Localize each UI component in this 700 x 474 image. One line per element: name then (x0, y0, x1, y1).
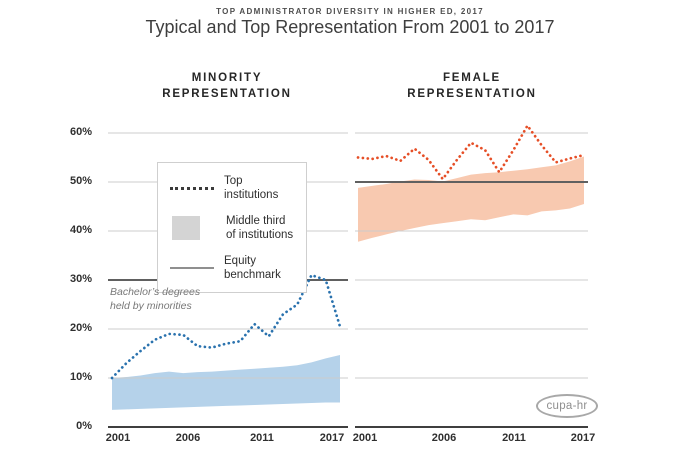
band-swatch-icon (172, 216, 200, 241)
x-axis-tick: 2011 (502, 432, 526, 444)
legend-label: Top institutions (224, 175, 279, 202)
y-axis-tick: 20% (69, 322, 92, 334)
chart-legend: Top institutions Middle third of institu… (157, 162, 307, 294)
kicker: TOP ADMINISTRATOR DIVERSITY IN HIGHER ED… (216, 7, 484, 16)
legend-label: Equity benchmark (224, 254, 281, 281)
y-axis-tick: 10% (69, 371, 92, 383)
panel-title-female: FEMALE REPRESENTATION (407, 72, 537, 101)
y-axis-tick: 40% (69, 224, 92, 236)
cupa-hr-logo: cupa-hr (536, 394, 598, 418)
x-axis-tick: 2001 (105, 432, 131, 444)
panel-title-minority: MINORITY REPRESENTATION (162, 72, 292, 101)
benchmark-annotation: Bachelor’s degrees held by minorities (110, 286, 201, 312)
x-axis-tick: 2006 (431, 432, 457, 444)
logo-text: cupa-hr (546, 400, 588, 412)
x-axis-tick: 2017 (570, 432, 596, 444)
page-title: Typical and Top Representation From 2001… (145, 17, 555, 37)
legend-item-middle-third: Middle third of institutions (170, 214, 294, 243)
legend-label: Middle third of institutions (226, 214, 294, 242)
dotted-line-swatch-icon (170, 186, 214, 190)
solid-line-swatch-icon (170, 266, 214, 269)
legend-item-top-institutions: Top institutions (170, 174, 294, 203)
y-axis-tick: 0% (76, 420, 92, 432)
x-axis-tick: 2001 (352, 432, 378, 444)
y-axis-tick: 60% (69, 126, 92, 138)
x-axis-tick: 2006 (175, 432, 201, 444)
legend-item-equity-benchmark: Equity benchmark (170, 254, 294, 283)
x-axis-tick: 2017 (319, 432, 345, 444)
y-axis-tick: 50% (69, 175, 92, 187)
x-axis-tick: 2011 (250, 432, 274, 444)
y-axis-tick: 30% (69, 273, 92, 285)
